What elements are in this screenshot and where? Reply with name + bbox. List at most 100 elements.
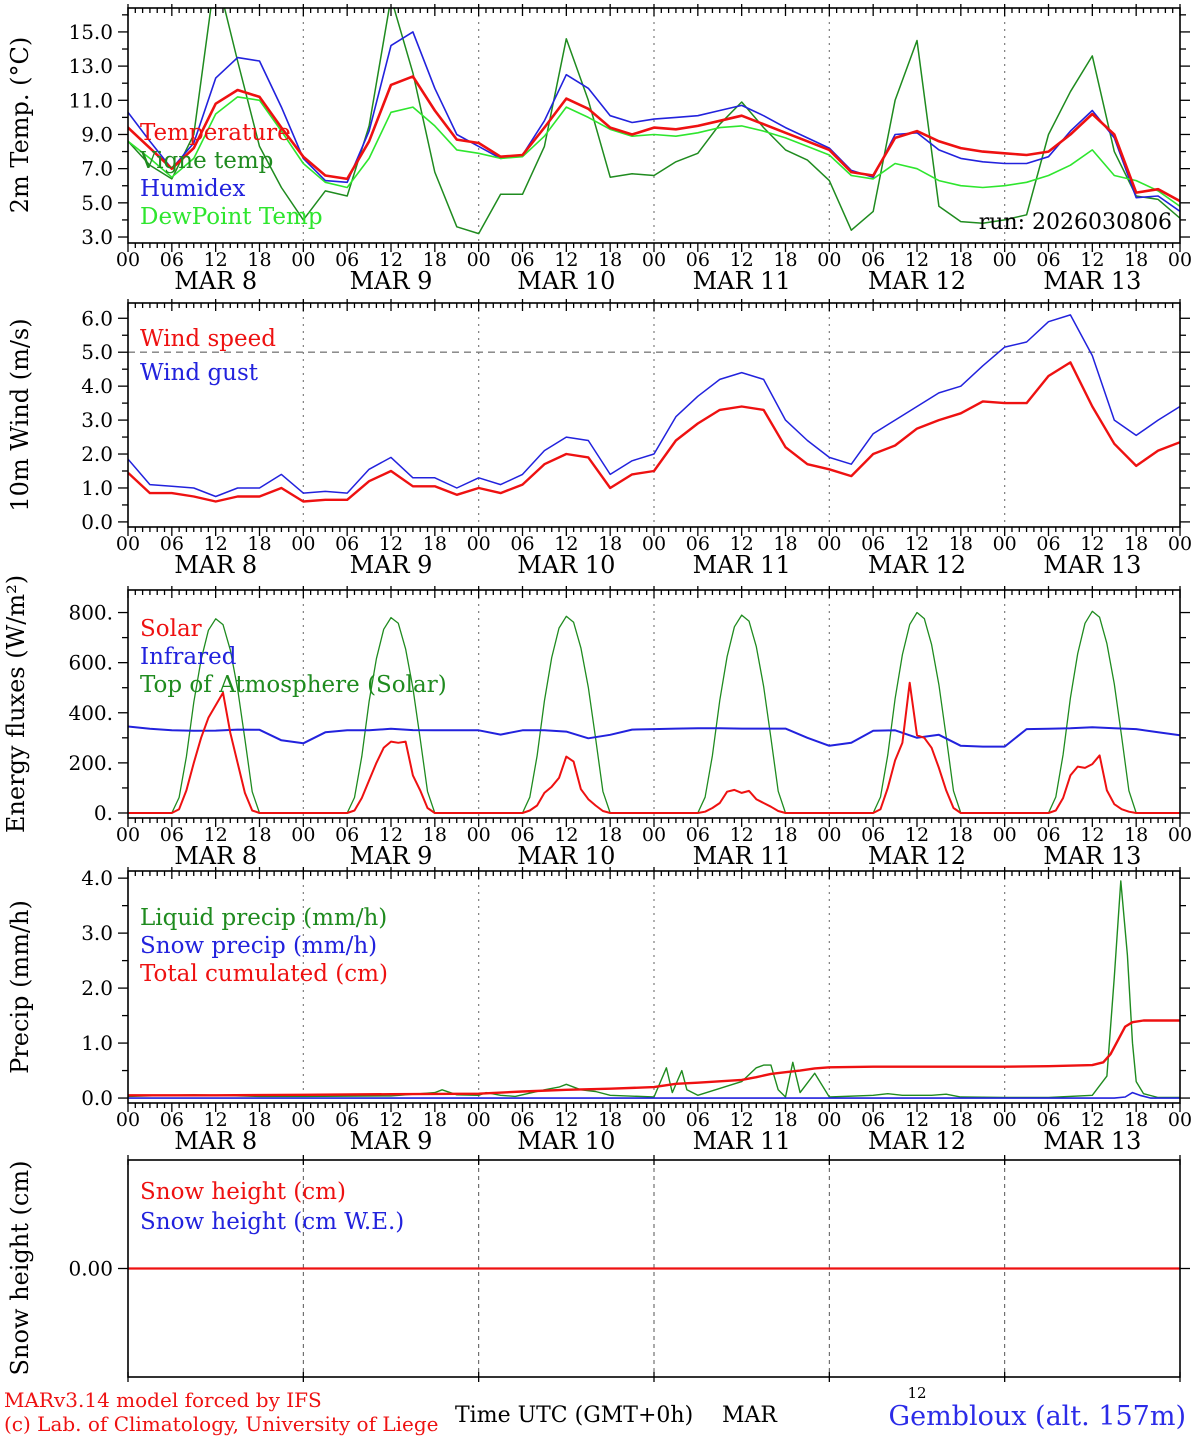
x-tick-label: 00 (291, 533, 315, 555)
y-tick-label: 0.0 (81, 510, 113, 534)
legend-humidex: Humidex (140, 176, 245, 202)
x-tick-label: 18 (247, 533, 271, 555)
y-tick-label: 0.0 (81, 1086, 113, 1110)
y-tick-label: 3.0 (81, 408, 113, 432)
x-tick-label: 06 (335, 1109, 359, 1131)
day-label: MAR 8 (174, 842, 257, 870)
panel-energy-fluxes: 00 06 12 18 00 06 12 18 00 06 12 18 00 06 12 18 00 06 12 18… (68, 586, 1192, 870)
series-infrared (128, 725, 1180, 748)
x-tick-label: 06 (1036, 824, 1060, 846)
x-tick-label: 12 (379, 249, 403, 271)
x-tick-label: 00 (993, 1109, 1017, 1131)
y-tick-label: 0.00 (68, 1257, 113, 1281)
day-label: MAR 9 (350, 267, 433, 295)
x-tick-label: 12 (1080, 824, 1104, 846)
x-tick-label: 00 (116, 249, 140, 271)
legend-snow-height-we: Snow height (cm W.E.) (140, 1209, 404, 1235)
x-tick-label: 12 (554, 249, 578, 271)
x-tick-label: 06 (160, 824, 184, 846)
x-tick-label: 12 (905, 1109, 929, 1131)
day-label: MAR 8 (174, 551, 257, 579)
day-label: MAR 8 (174, 1127, 257, 1155)
day-label: MAR 10 (517, 842, 615, 870)
x-tick-label: 12 (905, 533, 929, 555)
y-tick-label: 1.0 (81, 1031, 113, 1055)
x-tick-label: 00 (817, 1109, 841, 1131)
x-tick-label: 18 (423, 824, 447, 846)
x-tick-label: 00 (467, 533, 491, 555)
y-tick-label: 4.0 (81, 374, 113, 398)
x-tick-label: 00 (642, 1109, 666, 1131)
x-tick-label: 06 (510, 824, 534, 846)
legend-vigne-temp: Vigne temp (139, 148, 273, 174)
day-label: MAR 10 (517, 551, 615, 579)
day-label: MAR 11 (693, 842, 791, 870)
x-tick-label: 18 (1124, 1109, 1148, 1131)
footer-station-label: Gembloux (alt. 157m) (889, 1401, 1186, 1432)
x-tick-label: 18 (949, 249, 973, 271)
series-dewpoint-temp (128, 96, 1180, 208)
x-tick-label: 06 (861, 1109, 885, 1131)
footer-model-line1: MARv3.14 model forced by IFS (4, 1388, 322, 1412)
y-tick-label: 1.0 (81, 476, 113, 500)
x-tick-label: 06 (510, 533, 534, 555)
x-tick-label: 06 (686, 1109, 710, 1131)
day-label: MAR 8 (174, 267, 257, 295)
day-label: MAR 11 (693, 1127, 791, 1155)
x-tick-label: 12 (1080, 533, 1104, 555)
day-label: MAR 9 (350, 1127, 433, 1155)
x-tick-label: 12 (905, 249, 929, 271)
series-solar (128, 681, 1180, 814)
y-tick-label: 2.0 (81, 442, 113, 466)
x-tick-label: 06 (861, 249, 885, 271)
day-label: MAR 13 (1043, 267, 1141, 295)
x-tick-label: 12 (1080, 249, 1104, 271)
y-tick-label: 9.0 (81, 122, 113, 146)
x-tick-label: 06 (686, 824, 710, 846)
x-tick-label: 06 (160, 1109, 184, 1131)
x-tick-label: 06 (861, 533, 885, 555)
x-tick-label: 00 (116, 533, 140, 555)
series-wind-gust (128, 314, 1180, 498)
day-label: MAR 12 (868, 267, 966, 295)
day-label: MAR 9 (350, 842, 433, 870)
y-tick-label: 13.0 (68, 54, 113, 78)
x-tick-label: 06 (1036, 533, 1060, 555)
series-vigne-temp (128, 8, 1180, 235)
day-label: MAR 12 (868, 551, 966, 579)
panel-snow-height: 0.00 (68, 1155, 1190, 1382)
day-label: MAR 13 (1043, 842, 1141, 870)
y-tick-label: 200. (68, 751, 113, 775)
x-tick-label: 18 (773, 533, 797, 555)
day-label: MAR 12 (868, 1127, 966, 1155)
x-tick-label: 12 (730, 1109, 754, 1131)
x-tick-label: 00 (1168, 824, 1192, 846)
x-tick-label: 18 (598, 824, 622, 846)
x-tick-label: 18 (773, 1109, 797, 1131)
footer-time-label: Time UTC (GMT+0h) (455, 1403, 693, 1428)
x-tick-label: 18 (247, 249, 271, 271)
x-tick-label: 06 (686, 249, 710, 271)
x-tick-label: 00 (467, 824, 491, 846)
x-tick-label: 06 (1036, 1109, 1060, 1131)
x-tick-label: 00 (642, 533, 666, 555)
y-tick-label: 600. (68, 651, 113, 675)
y-tick-label: 4.0 (81, 866, 113, 890)
x-tick-label: 18 (247, 1109, 271, 1131)
x-tick-label: 12 (379, 1109, 403, 1131)
x-tick-label: 00 (993, 249, 1017, 271)
x-tick-label: 06 (861, 824, 885, 846)
legend-dewpoint: DewPoint Temp (140, 204, 323, 230)
x-tick-label: 00 (993, 533, 1017, 555)
series-temperature (128, 75, 1180, 203)
x-tick-label: 18 (949, 1109, 973, 1131)
x-tick-label: 00 (993, 824, 1017, 846)
run-annotation: run: 2026030806 (979, 210, 1172, 235)
series-top-of-atmosphere (128, 610, 1180, 814)
day-label: MAR 10 (517, 267, 615, 295)
x-tick-label: 18 (1124, 249, 1148, 271)
x-tick-label: 12 (554, 1109, 578, 1131)
y-tick-label: 15.0 (68, 20, 113, 44)
x-tick-label: 18 (1124, 824, 1148, 846)
y-tick-label: 400. (68, 701, 113, 725)
